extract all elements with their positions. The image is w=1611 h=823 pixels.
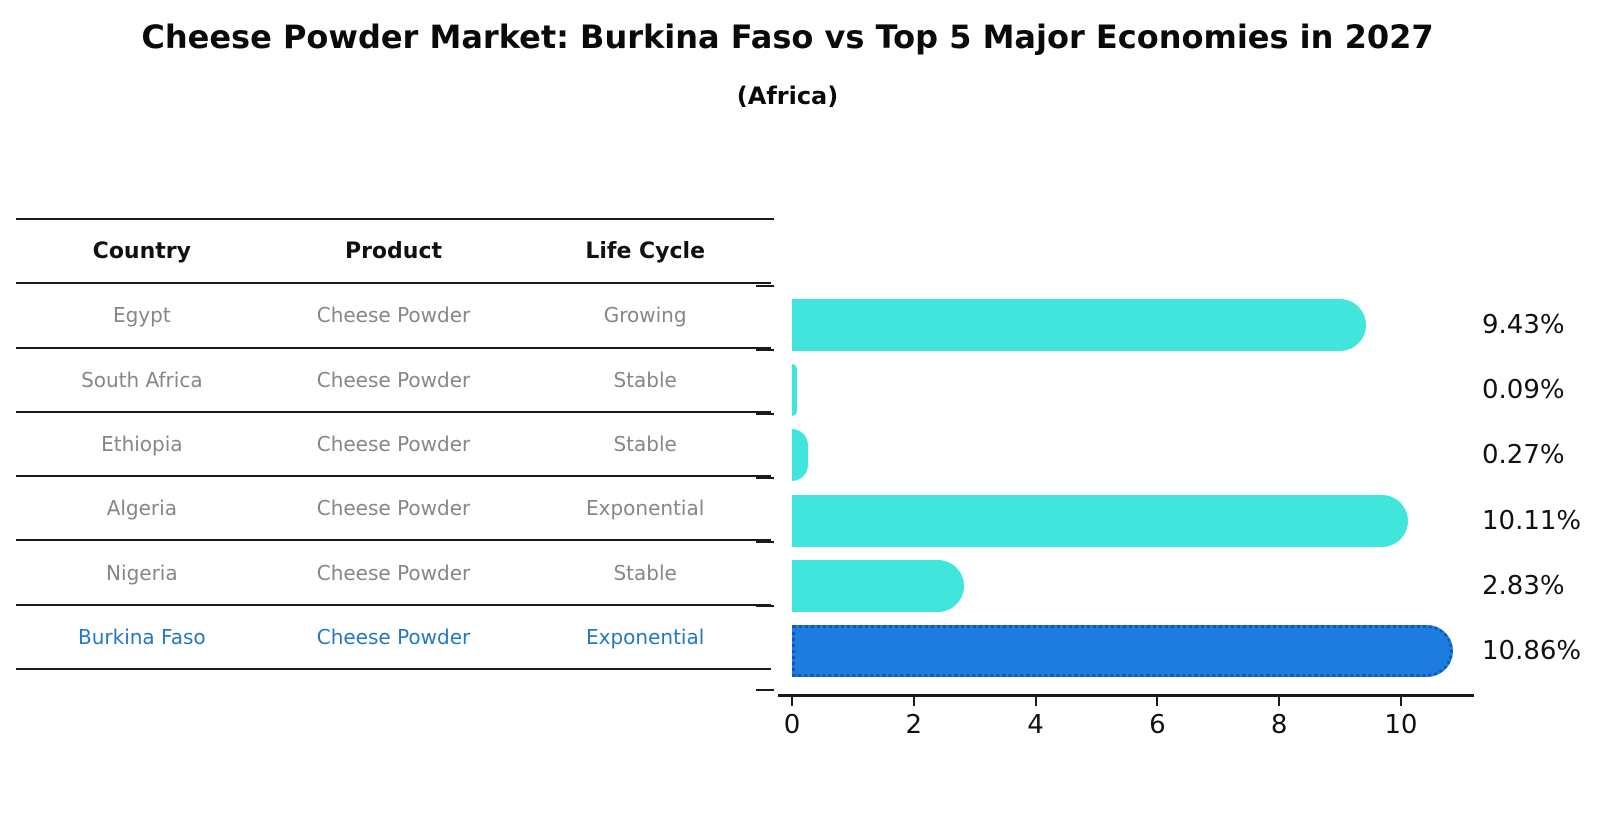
bar-ethiopia bbox=[792, 429, 809, 481]
column-header-lifecycle: Life Cycle bbox=[585, 238, 706, 264]
bar-row-south-africa: 0.09% bbox=[792, 364, 1565, 416]
cell-product: Cheese Powder bbox=[316, 560, 471, 585]
x-tick-label: 6 bbox=[1149, 710, 1166, 740]
bar-row-egypt: 9.43% bbox=[792, 299, 1565, 351]
chart-title: Cheese Powder Market: Burkina Faso vs To… bbox=[141, 18, 1434, 56]
table-row: Nigeria Cheese Powder Stable bbox=[16, 541, 771, 606]
x-tick-mark bbox=[1034, 697, 1037, 706]
table-row: South Africa Cheese Powder Stable bbox=[16, 349, 771, 413]
y-tick-mark bbox=[756, 349, 774, 351]
column-header-country: Country bbox=[92, 238, 191, 264]
cell-country: Egypt bbox=[112, 303, 171, 328]
cell-country: Burkina Faso bbox=[78, 624, 206, 649]
cell-country: South Africa bbox=[81, 367, 203, 392]
cell-product: Cheese Powder bbox=[316, 303, 471, 328]
cell-lifecycle: Stable bbox=[613, 432, 677, 457]
x-tick-label: 8 bbox=[1270, 710, 1288, 740]
x-tick-label: 4 bbox=[1027, 710, 1044, 740]
x-tick-mark bbox=[1156, 697, 1159, 706]
bar-value-label: 2.83% bbox=[1482, 571, 1565, 601]
cell-lifecycle: Stable bbox=[613, 367, 677, 392]
table-row: Ethiopia Cheese Powder Stable bbox=[16, 413, 771, 478]
bar-chart: 9.43% 0.09% 0.27% 10.11% 2.83% 10.86% 0 2… bbox=[756, 218, 1581, 740]
x-tick-mark bbox=[1399, 697, 1402, 706]
cell-country: Nigeria bbox=[106, 560, 178, 585]
bar-egypt bbox=[792, 299, 1367, 351]
table-row: Egypt Cheese Powder Growing bbox=[16, 284, 771, 349]
cell-lifecycle: Exponential bbox=[586, 496, 705, 521]
bar-row-burkina-faso: 10.86% bbox=[792, 625, 1581, 677]
cell-country: Algeria bbox=[106, 496, 177, 521]
cell-product: Cheese Powder bbox=[316, 624, 471, 649]
bar-row-nigeria: 2.83% bbox=[792, 560, 1565, 612]
info-table: Country Product Life Cycle Egypt Cheese … bbox=[16, 218, 771, 671]
x-tick-mark bbox=[912, 697, 915, 706]
x-axis-line bbox=[778, 694, 1474, 697]
y-tick-mark bbox=[756, 477, 774, 479]
cell-product: Cheese Powder bbox=[316, 496, 471, 521]
cell-lifecycle: Exponential bbox=[586, 624, 705, 649]
bar-south-africa bbox=[792, 364, 798, 416]
x-tick-label: 10 bbox=[1384, 710, 1418, 740]
bar-row-ethiopia: 0.27% bbox=[792, 429, 1565, 481]
column-header-product: Product bbox=[344, 238, 443, 264]
x-tick-mark bbox=[1278, 697, 1281, 706]
table-row-highlighted: Burkina Faso Cheese Powder Exponential bbox=[16, 606, 771, 671]
cell-lifecycle: Growing bbox=[603, 303, 687, 328]
y-tick-mark bbox=[756, 689, 774, 691]
y-tick-mark bbox=[756, 413, 774, 415]
x-tick-label: 0 bbox=[783, 710, 801, 740]
bar-row-algeria: 10.11% bbox=[792, 495, 1581, 547]
bar-value-label: 10.86% bbox=[1482, 636, 1582, 666]
bar-value-label: 0.27% bbox=[1482, 440, 1565, 470]
x-tick-label: 2 bbox=[905, 710, 923, 740]
cell-product: Cheese Powder bbox=[316, 367, 471, 392]
table-row: Algeria Cheese Powder Exponential bbox=[16, 477, 771, 542]
x-tick-mark bbox=[791, 697, 793, 706]
y-tick-mark bbox=[756, 285, 774, 287]
bar-nigeria bbox=[792, 560, 965, 612]
cell-lifecycle: Stable bbox=[613, 560, 677, 585]
y-tick-mark bbox=[756, 541, 774, 543]
table-header-row: Country Product Life Cycle bbox=[16, 220, 771, 285]
cell-country: Ethiopia bbox=[101, 432, 183, 457]
y-tick-mark bbox=[756, 605, 774, 607]
bar-algeria bbox=[792, 495, 1408, 547]
cell-product: Cheese Powder bbox=[316, 432, 471, 457]
bar-value-label: 10.11% bbox=[1482, 506, 1582, 536]
bar-value-label: 9.43% bbox=[1482, 310, 1565, 340]
chart-subtitle: (Africa) bbox=[736, 82, 839, 110]
bar-burkina-faso bbox=[792, 625, 1454, 677]
bar-value-label: 0.09% bbox=[1482, 375, 1565, 405]
y-tick-mark bbox=[756, 218, 774, 220]
